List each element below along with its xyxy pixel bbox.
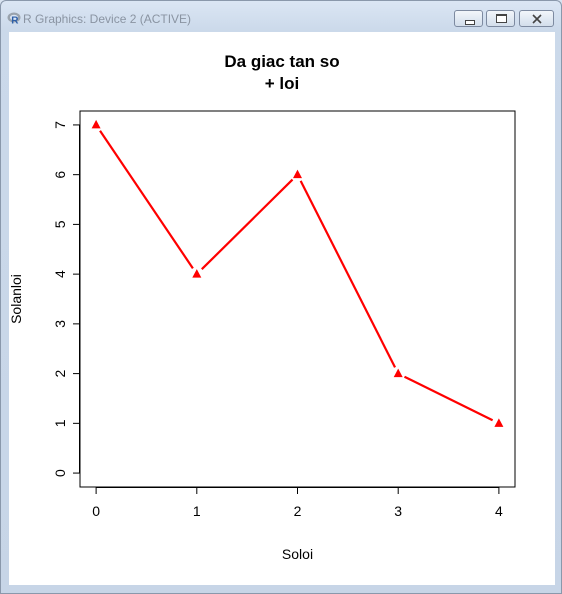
chart-svg: 0 1 2 3 4 0 1 2 3 4 5 6 7 Soloi Solanloi [9,110,516,562]
y-tick-label: 6 [52,171,68,179]
plot-canvas: Da giac tan so + loi 0 1 2 3 4 0 1 2 3 4 5 6 7 Soloi S… [9,32,555,585]
close-button[interactable] [519,10,554,27]
y-tick-label: 1 [52,419,68,427]
series-line-segment [99,130,194,269]
chart-title-line-1: Da giac tan so [224,52,340,71]
data-point [393,368,403,378]
data-point [494,418,504,427]
data-point [91,119,101,129]
y-axis-label: Solanloi [9,274,24,324]
maximize-button[interactable] [486,10,515,27]
x-tick-label: 2 [294,503,302,519]
series-line-segment [299,180,397,368]
data-point [192,269,202,278]
y-tick-label: 7 [52,121,68,129]
x-tick-label: 3 [394,503,402,519]
minimize-button[interactable] [454,10,483,27]
x-axis-label: Soloi [282,546,313,562]
y-tick-label: 0 [52,469,68,477]
plot-frame [79,110,516,488]
series-line-segment [403,375,494,422]
x-tick-label: 0 [92,503,100,519]
x-tick-label: 1 [193,503,201,519]
y-tick-label: 5 [52,220,68,228]
data-point [293,169,302,179]
window-title: R Graphics: Device 2 (ACTIVE) [23,12,192,26]
y-tick-label: 2 [52,370,68,378]
y-tick-label: 4 [52,270,68,278]
x-tick-label: 4 [495,503,503,519]
y-tick-label: 3 [52,320,68,328]
svg-text:R: R [11,16,19,26]
title-bar[interactable]: R R Graphics: Device 2 (ACTIVE) [1,1,561,31]
chart-title-line-2: + loi [264,74,300,93]
close-icon [532,14,542,24]
series-line-segment [201,178,294,270]
r-logo-icon: R [7,12,21,26]
